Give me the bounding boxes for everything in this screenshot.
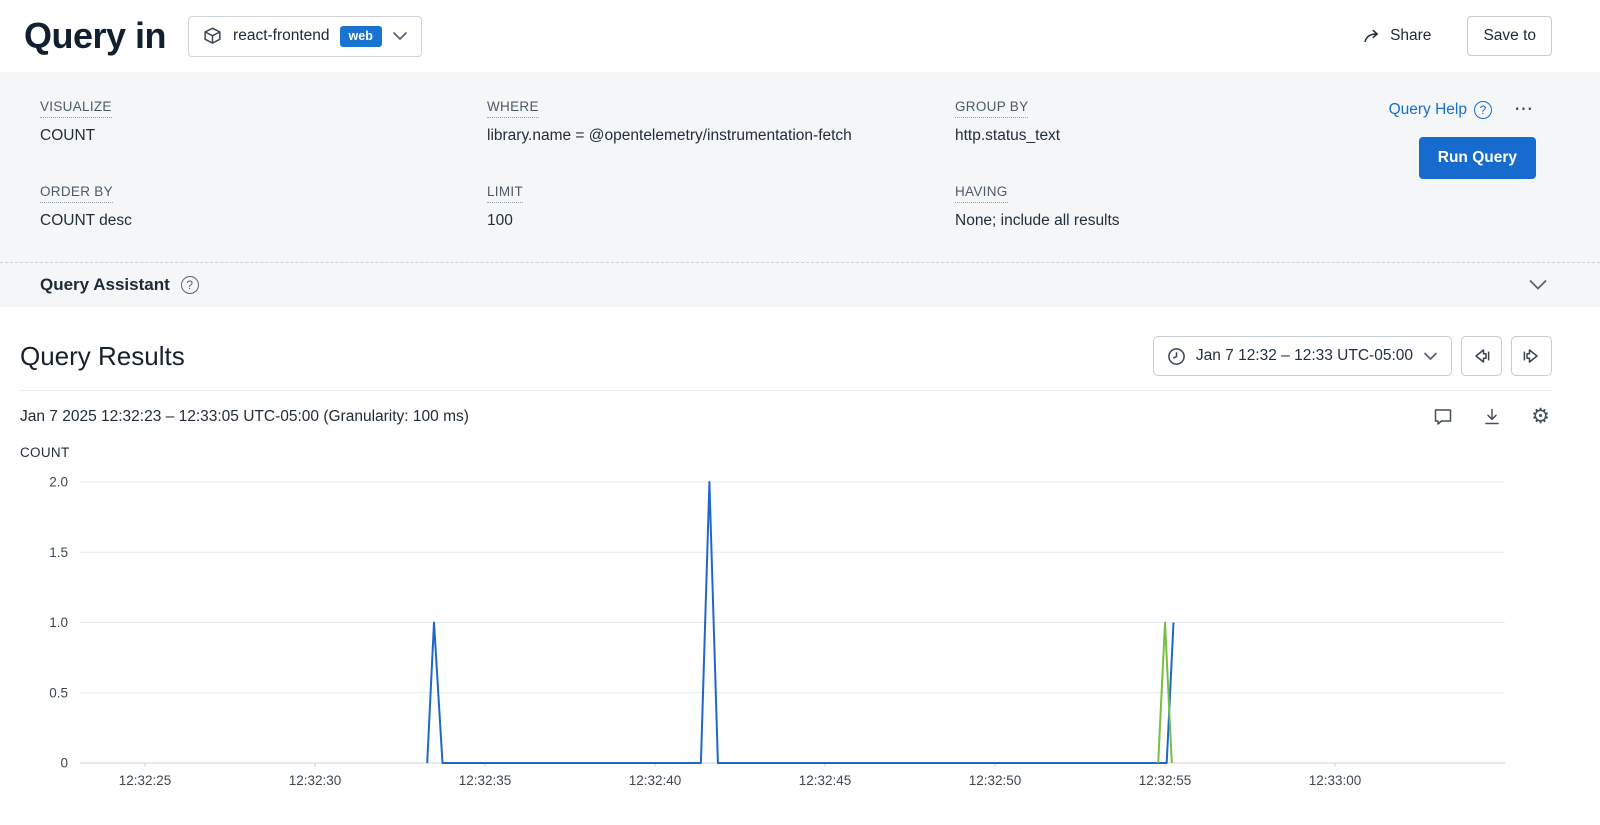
help-circle-icon: ? [1474, 101, 1492, 119]
builder-actions: Query Help ? ⋯ Run Query [1316, 98, 1536, 230]
field-label: WHERE [487, 99, 539, 118]
x-tick-label: 12:32:55 [1139, 773, 1192, 788]
field-label: GROUP BY [955, 99, 1028, 118]
results-chart-block: COUNT 2.0 1.5 1.0 0.5 0 12:32:25 12:32:30 12:32… [20, 445, 1552, 801]
field-having: HAVING None; include all results [955, 183, 1316, 230]
field-label: LIMIT [487, 184, 523, 203]
results-header: Query Results Jan 7 12:32 – 12:33 UTC-05… [20, 336, 1552, 376]
x-tick-label: 12:32:30 [289, 773, 342, 788]
field-value[interactable]: COUNT [40, 127, 487, 145]
field-label: ORDER BY [40, 184, 113, 203]
clock-icon [1167, 347, 1186, 366]
share-button[interactable]: Share [1357, 26, 1437, 46]
dataset-selector[interactable]: react-frontend web [188, 16, 422, 57]
app-header: Query in react-frontend web Share Save t… [0, 0, 1600, 72]
chart-y-axis-title: COUNT [20, 445, 1552, 460]
dataset-env-badge: web [340, 26, 382, 47]
y-tick-label: 1.5 [49, 545, 68, 560]
dataset-name: react-frontend [233, 27, 330, 45]
y-tick-label: 1.0 [49, 615, 68, 630]
more-options-button[interactable]: ⋯ [1512, 98, 1536, 121]
field-visualize: VISUALIZE COUNT [40, 98, 487, 145]
chevron-down-icon [1423, 352, 1438, 361]
time-forward-button[interactable] [1511, 336, 1552, 376]
field-group-by: GROUP BY http.status_text [955, 98, 1316, 145]
field-label: HAVING [955, 184, 1008, 203]
x-tick-label: 12:32:40 [629, 773, 682, 788]
step-back-icon [1471, 346, 1492, 366]
field-where: WHERE library.name = @opentelemetry/inst… [487, 98, 955, 145]
query-assistant-title: Query Assistant [40, 275, 170, 295]
field-value[interactable]: COUNT desc [40, 212, 487, 230]
field-value[interactable]: library.name = @opentelemetry/instrument… [487, 127, 955, 145]
x-tick-label: 12:32:25 [119, 773, 172, 788]
page-title: Query in [24, 15, 166, 57]
field-limit: LIMIT 100 [487, 183, 955, 230]
query-help-label: Query Help [1389, 101, 1467, 119]
time-back-button[interactable] [1461, 336, 1502, 376]
query-assistant-bar[interactable]: Query Assistant ? [0, 262, 1600, 307]
gear-icon: ⚙ [1531, 406, 1550, 427]
share-arrow-icon [1363, 28, 1382, 45]
y-tick-label: 0 [60, 756, 68, 771]
x-tick-label: 12:33:00 [1309, 773, 1362, 788]
field-order-by: ORDER BY COUNT desc [40, 183, 487, 230]
x-tick-label: 12:32:35 [459, 773, 512, 788]
comment-button[interactable] [1431, 405, 1455, 428]
step-forward-icon [1521, 346, 1542, 366]
y-tick-label: 0.5 [49, 685, 68, 700]
time-range-picker[interactable]: Jan 7 12:32 – 12:33 UTC-05:00 [1153, 336, 1452, 376]
help-circle-icon: ? [181, 276, 199, 294]
chevron-down-icon[interactable] [1528, 279, 1548, 291]
field-label: VISUALIZE [40, 99, 112, 118]
time-range-summary: Jan 7 2025 12:32:23 – 12:33:05 UTC-05:00… [20, 408, 469, 426]
field-value[interactable]: None; include all results [955, 212, 1316, 230]
results-line-chart: 2.0 1.5 1.0 0.5 0 12:32:25 12:32:30 12:32:35 12:… [20, 466, 1552, 796]
x-tick-label: 12:32:45 [799, 773, 852, 788]
query-builder-panel: VISUALIZE COUNT WHERE library.name = @op… [0, 72, 1600, 262]
download-icon [1482, 407, 1502, 426]
settings-button[interactable]: ⚙ [1529, 404, 1552, 429]
results-area: Query Results Jan 7 12:32 – 12:33 UTC-05… [0, 336, 1600, 801]
field-value[interactable]: 100 [487, 212, 955, 230]
run-query-button[interactable]: Run Query [1419, 137, 1536, 179]
x-tick-label: 12:32:50 [969, 773, 1022, 788]
download-button[interactable] [1480, 405, 1504, 428]
share-label: Share [1390, 27, 1431, 45]
y-tick-label: 2.0 [49, 475, 68, 490]
comment-icon [1433, 407, 1453, 426]
chevron-down-icon [392, 31, 408, 41]
results-meta-row: Jan 7 2025 12:32:23 – 12:33:05 UTC-05:00… [20, 391, 1552, 429]
query-help-link[interactable]: Query Help ? [1383, 100, 1498, 120]
results-title: Query Results [20, 341, 185, 372]
dataset-cube-icon [202, 26, 223, 47]
time-range-label: Jan 7 12:32 – 12:33 UTC-05:00 [1196, 347, 1413, 365]
save-to-button[interactable]: Save to [1467, 16, 1552, 56]
field-value[interactable]: http.status_text [955, 127, 1316, 145]
